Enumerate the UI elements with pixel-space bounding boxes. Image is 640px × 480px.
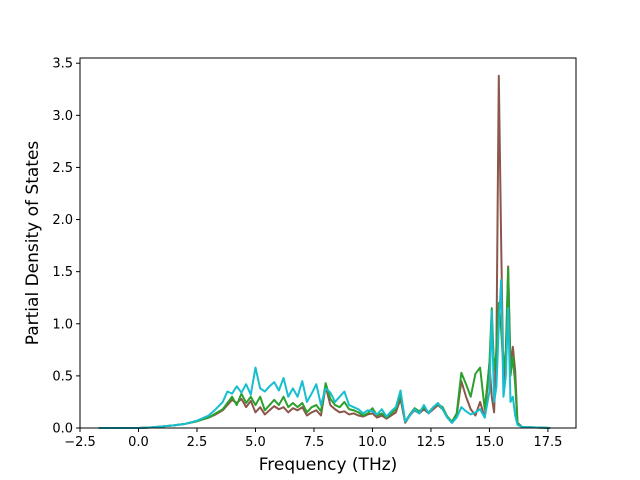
y-tick-label: 0.0 xyxy=(52,422,73,437)
x-tick-label: 17.5 xyxy=(533,435,562,450)
x-axis-ticks: −2.5 0.0 2.5 5.0 7.5 10.0 12.5 15.0 17.5 xyxy=(64,428,562,450)
x-tick-label: 0.0 xyxy=(128,435,149,450)
x-tick-label: 5.0 xyxy=(245,435,266,450)
x-tick-label: 2.5 xyxy=(187,435,208,450)
y-tick-label: 1.5 xyxy=(52,265,73,280)
series-layer xyxy=(98,74,551,429)
y-axis-label: Partial Density of States xyxy=(23,141,43,346)
plot-frame xyxy=(79,57,577,429)
y-tick-label: 2.0 xyxy=(52,213,73,228)
y-tick-label: 2.5 xyxy=(52,161,73,176)
y-tick-label: 3.5 xyxy=(52,57,73,72)
x-tick-label: 10.0 xyxy=(358,435,387,450)
y-axis-ticks: 0.0 0.5 1.0 1.5 2.0 2.5 3.0 3.5 xyxy=(52,57,80,437)
series-line-3 xyxy=(98,279,551,429)
x-tick-label: 12.5 xyxy=(416,435,445,450)
y-tick-label: 0.5 xyxy=(52,369,73,384)
y-tick-label: 1.0 xyxy=(52,317,73,332)
x-axis-label: Frequency (THz) xyxy=(259,455,398,475)
x-tick-label: 15.0 xyxy=(475,435,504,450)
x-tick-label: −2.5 xyxy=(64,435,96,450)
y-tick-label: 3.0 xyxy=(52,109,73,124)
x-tick-label: 7.5 xyxy=(304,435,325,450)
